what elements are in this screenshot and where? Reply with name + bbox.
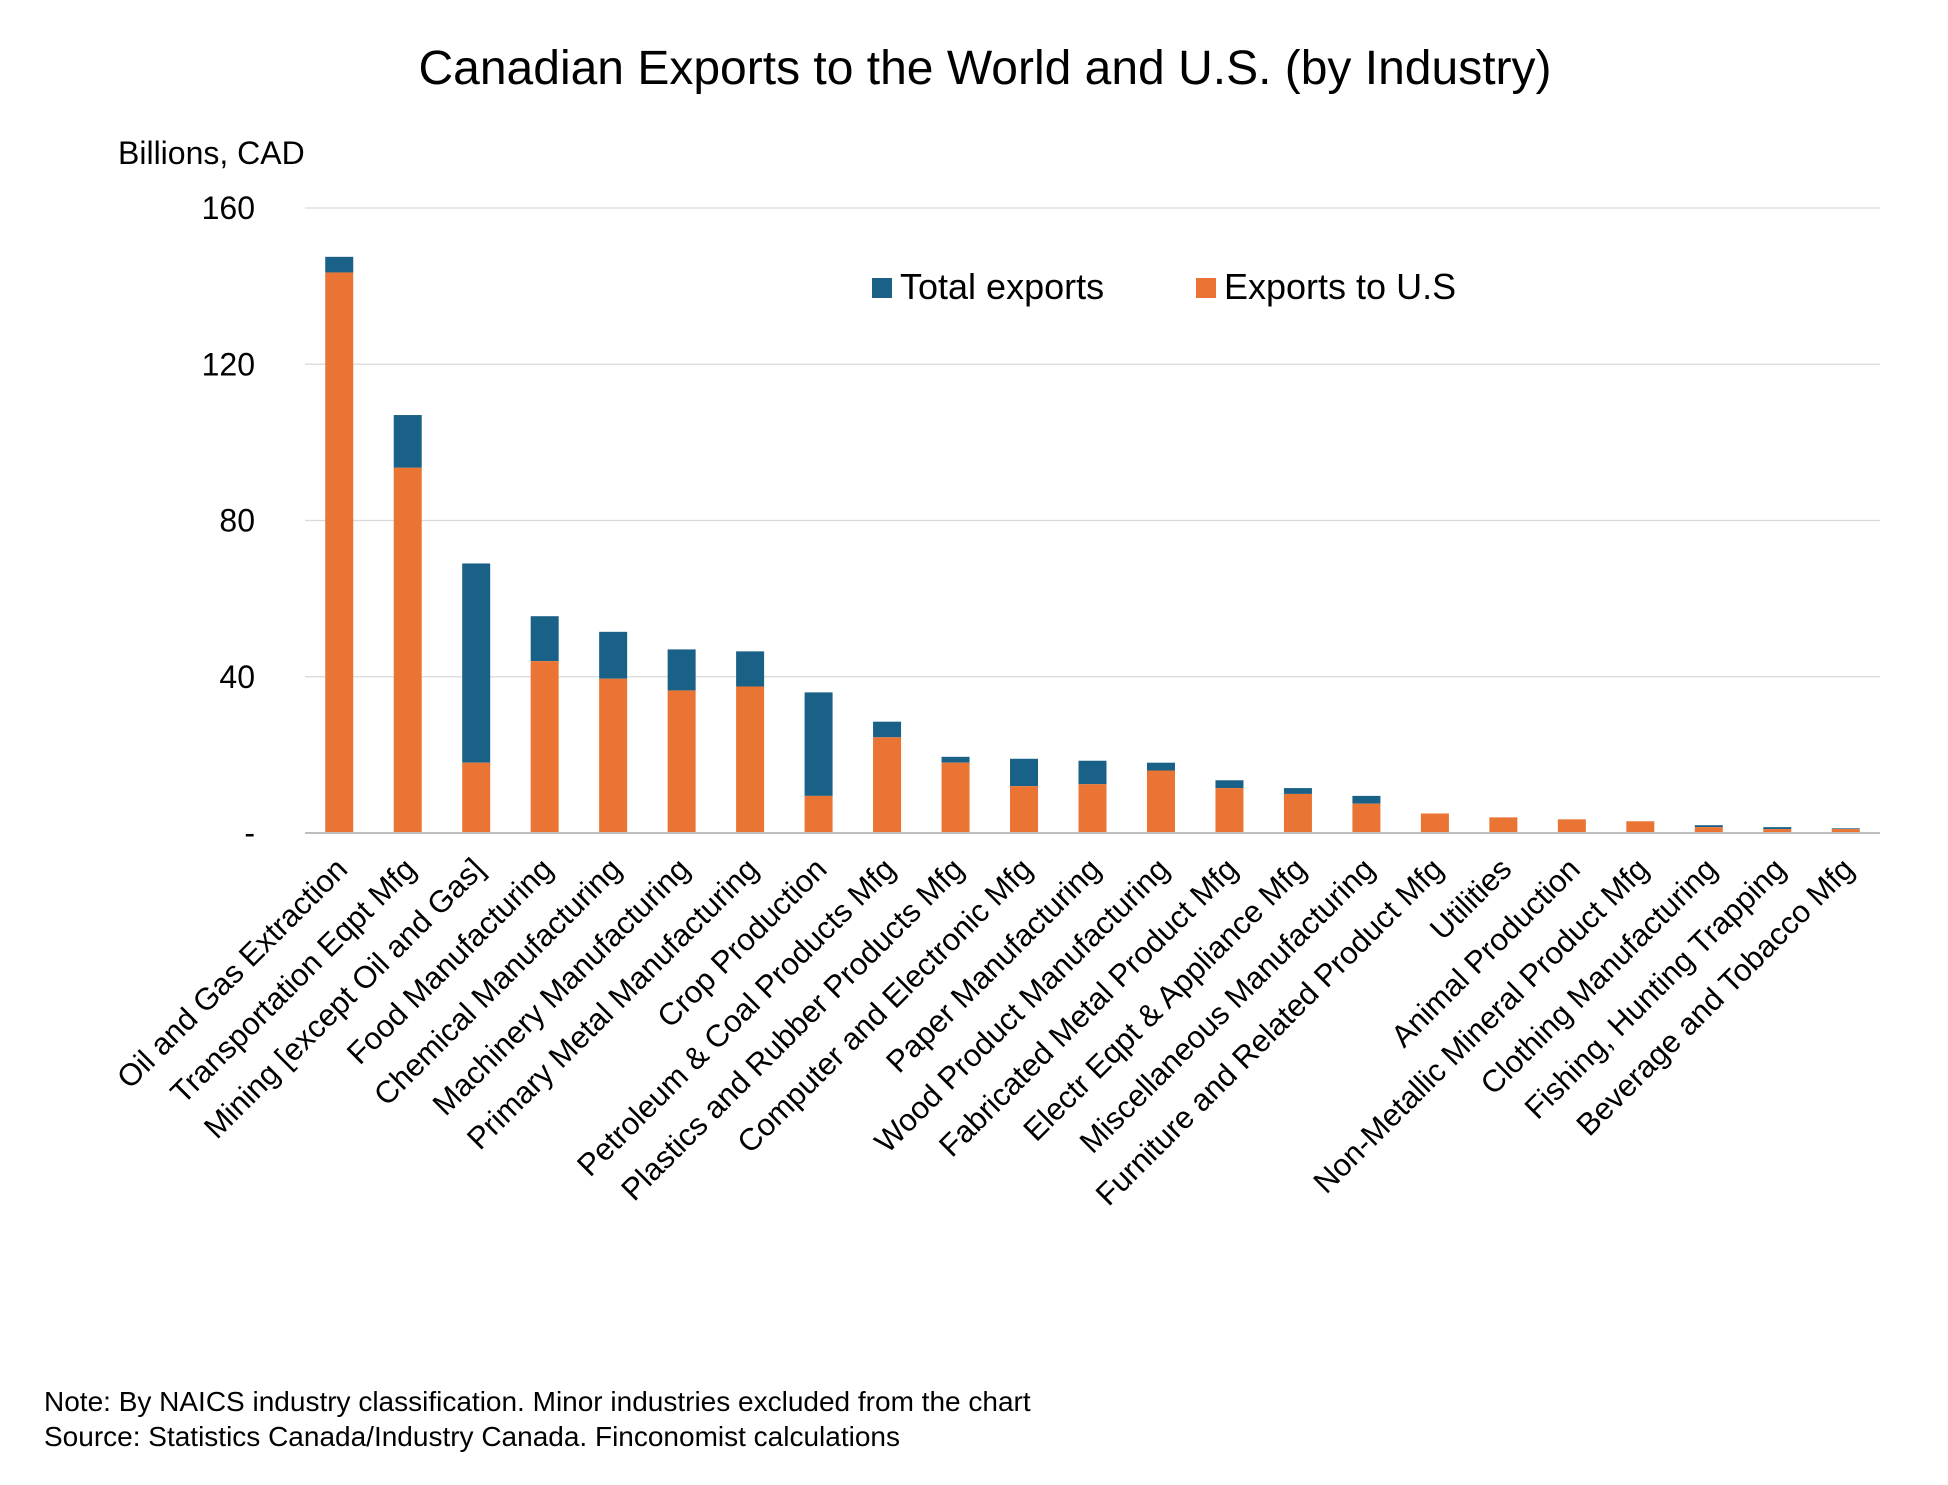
chart-note: Note: By NAICS industry classification. … <box>44 1386 1031 1417</box>
y-tick-label-80: 80 <box>219 503 255 539</box>
bar-us-7 <box>804 795 833 833</box>
bar-total-7 <box>804 692 833 796</box>
bar-total-13 <box>1215 780 1244 789</box>
bar-us-5 <box>667 690 696 833</box>
y-tick-label-0: - <box>244 815 255 851</box>
chart-source: Source: Statistics Canada/Industry Canad… <box>44 1421 900 1452</box>
bar-us-17 <box>1489 817 1518 833</box>
bar-us-18 <box>1557 819 1586 833</box>
bar-us-22 <box>1831 829 1860 833</box>
y-tick-label-120: 120 <box>202 346 255 382</box>
gridlines <box>305 207 1880 678</box>
bar-us-0 <box>325 272 354 833</box>
bar-us-8 <box>873 737 902 833</box>
bar-us-3 <box>530 661 559 833</box>
bar-total-3 <box>530 616 559 662</box>
y-axis-label: Billions, CAD <box>118 135 305 171</box>
bar-total-5 <box>667 649 696 691</box>
bar-total-6 <box>736 651 765 687</box>
bar-us-21 <box>1763 829 1792 833</box>
bar-us-9 <box>941 762 970 833</box>
bar-total-21 <box>1763 827 1792 830</box>
legend-swatch-0 <box>872 278 892 298</box>
bar-us-13 <box>1215 788 1244 833</box>
legend-swatch-1 <box>1196 278 1216 298</box>
bar-us-16 <box>1420 813 1449 833</box>
bar-us-10 <box>1010 786 1039 833</box>
bar-us-1 <box>393 467 422 833</box>
bar-us-15 <box>1352 803 1381 833</box>
bar-us-2 <box>462 762 491 833</box>
y-tick-label-40: 40 <box>219 659 255 695</box>
bar-total-2 <box>462 563 491 763</box>
bar-total-22 <box>1831 828 1860 830</box>
bar-us-11 <box>1078 784 1107 833</box>
bar-total-9 <box>941 756 970 763</box>
chart-title: Canadian Exports to the World and U.S. (… <box>419 42 1552 95</box>
bar-total-8 <box>873 721 902 738</box>
legend-label-0: Total exports <box>900 266 1104 307</box>
legend: Total exports Exports to U.S <box>872 266 1456 307</box>
bar-total-14 <box>1283 788 1312 794</box>
bar-total-4 <box>599 631 628 679</box>
bar-total-12 <box>1146 762 1175 771</box>
bars <box>325 256 1860 833</box>
legend-label-1: Exports to U.S <box>1224 266 1456 307</box>
y-axis-ticks: - 40 80 120 160 <box>202 190 255 851</box>
bar-total-11 <box>1078 760 1107 785</box>
bar-total-15 <box>1352 795 1381 804</box>
bar-us-20 <box>1694 827 1723 833</box>
bar-total-1 <box>393 415 422 468</box>
bar-us-4 <box>599 678 628 833</box>
bar-us-6 <box>736 686 765 833</box>
bar-us-14 <box>1283 793 1312 833</box>
y-tick-label-160: 160 <box>202 190 255 226</box>
bar-us-19 <box>1626 821 1655 833</box>
bar-us-12 <box>1146 770 1175 833</box>
bar-total-20 <box>1694 825 1723 828</box>
bar-total-0 <box>325 256 354 273</box>
bar-total-10 <box>1010 758 1039 787</box>
